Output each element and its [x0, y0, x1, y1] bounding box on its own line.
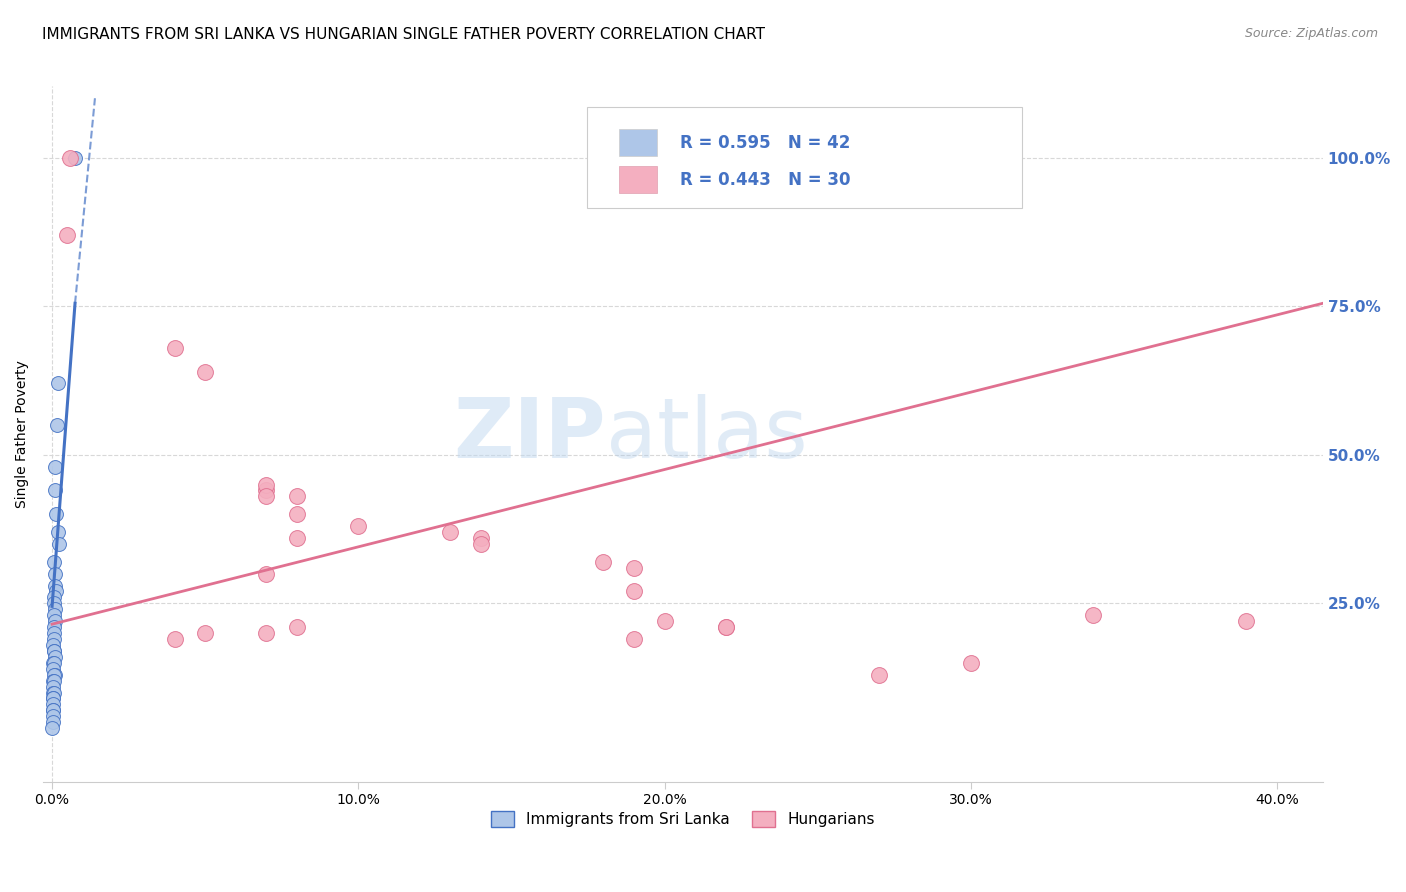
Point — [42, 644, 65, 658]
Point — [44, 614, 66, 628]
Point — [470, 537, 492, 551]
Point — [285, 531, 308, 545]
Point — [439, 524, 461, 539]
Point — [44, 649, 66, 664]
Point — [42, 698, 65, 712]
Text: R = 0.595   N = 42: R = 0.595 N = 42 — [681, 134, 851, 152]
Point — [41, 703, 63, 717]
Point — [45, 507, 67, 521]
Point — [41, 721, 63, 735]
Point — [254, 566, 277, 581]
Point — [42, 673, 65, 688]
Point — [44, 459, 66, 474]
Point — [48, 537, 70, 551]
Point — [42, 596, 65, 610]
Point — [194, 626, 217, 640]
Y-axis label: Single Father Poverty: Single Father Poverty — [15, 360, 30, 508]
Point — [44, 620, 66, 634]
Point — [868, 667, 890, 681]
Point — [41, 709, 63, 723]
Point — [623, 584, 645, 599]
Point — [45, 584, 67, 599]
Bar — [619, 166, 657, 193]
Text: Source: ZipAtlas.com: Source: ZipAtlas.com — [1244, 27, 1378, 40]
Text: ZIP: ZIP — [454, 393, 606, 475]
Point — [46, 376, 69, 391]
Point — [42, 685, 65, 699]
Point — [41, 703, 63, 717]
Point — [63, 151, 86, 165]
Point — [42, 608, 65, 623]
Point — [42, 626, 65, 640]
Point — [714, 620, 737, 634]
Point — [44, 483, 66, 498]
Legend: Immigrants from Sri Lanka, Hungarians: Immigrants from Sri Lanka, Hungarians — [485, 805, 882, 833]
Point — [42, 632, 65, 646]
Point — [42, 667, 65, 681]
Point — [194, 365, 217, 379]
Point — [42, 673, 65, 688]
Point — [592, 555, 614, 569]
Point — [44, 667, 66, 681]
Point — [623, 560, 645, 574]
Point — [59, 151, 82, 165]
Point — [42, 680, 65, 694]
Text: atlas: atlas — [606, 393, 808, 475]
Point — [42, 691, 65, 706]
Point — [347, 519, 370, 533]
Point — [44, 644, 66, 658]
Point — [42, 685, 65, 699]
Point — [254, 483, 277, 498]
Point — [623, 632, 645, 646]
Point — [285, 620, 308, 634]
Point — [46, 524, 69, 539]
Point — [56, 227, 79, 242]
Point — [42, 662, 65, 676]
Text: IMMIGRANTS FROM SRI LANKA VS HUNGARIAN SINGLE FATHER POVERTY CORRELATION CHART: IMMIGRANTS FROM SRI LANKA VS HUNGARIAN S… — [42, 27, 765, 42]
Point — [470, 531, 492, 545]
Text: R = 0.443   N = 30: R = 0.443 N = 30 — [681, 170, 851, 188]
Point — [163, 632, 186, 646]
Point — [959, 656, 981, 670]
Point — [1234, 614, 1257, 628]
Point — [254, 477, 277, 491]
Bar — [619, 129, 657, 156]
Point — [285, 507, 308, 521]
Point — [714, 620, 737, 634]
Point — [42, 638, 65, 652]
Point — [254, 626, 277, 640]
Point — [41, 715, 63, 730]
Point — [42, 691, 65, 706]
Point — [1083, 608, 1105, 623]
Point — [163, 341, 186, 355]
Point — [285, 490, 308, 504]
Point — [44, 602, 66, 616]
Point — [44, 578, 66, 592]
Point — [42, 656, 65, 670]
Point — [654, 614, 676, 628]
Point — [45, 418, 67, 433]
Point — [44, 566, 66, 581]
Point — [42, 656, 65, 670]
Point — [254, 490, 277, 504]
FancyBboxPatch shape — [586, 107, 1022, 208]
Point — [42, 555, 65, 569]
Point — [44, 591, 66, 605]
